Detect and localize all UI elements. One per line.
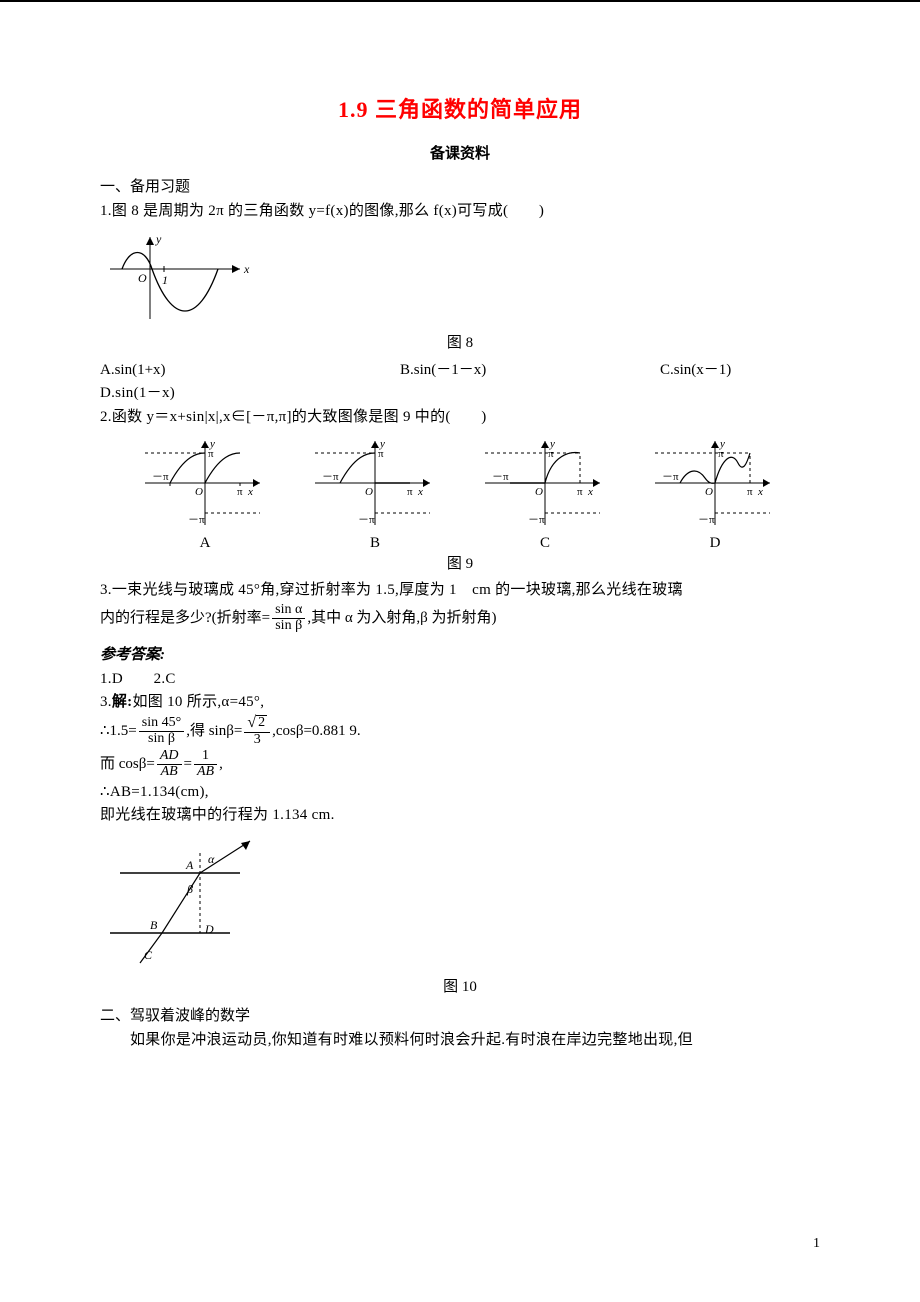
svg-text:π: π — [548, 448, 554, 460]
answer-heading: 参考答案: — [100, 643, 820, 664]
doc-subtitle: 备课资料 — [100, 142, 820, 163]
step-3: ∴AB=1.134(cm), — [100, 781, 820, 804]
svg-text:α: α — [208, 852, 215, 866]
figure-9-row: y π －π －π π x O A y π — [100, 433, 820, 552]
step1-frac2-num: √2 — [244, 715, 270, 733]
option-1d: D.sin(1－x) — [100, 382, 820, 405]
graph-d: y π －π －π π x O D — [650, 433, 780, 552]
svg-text:x: x — [587, 486, 593, 498]
graph-d-label: D — [710, 535, 721, 552]
step2-f2-den: AB — [194, 765, 217, 780]
question-1-options-row-1: A.sin(1+x) B.sin(－1－x) C.sin(x－1) — [100, 358, 820, 382]
graph-c: y π －π －π π x O C — [480, 433, 610, 552]
answer-3-head: 3.解:如图 10 所示,α=45°, — [100, 691, 820, 714]
paragraph-text: 如果你是冲浪运动员,你知道有时难以预料何时浪会升起.有时浪在岸边完整地出现,但 — [100, 1029, 820, 1052]
option-1a: A.sin(1+x) — [100, 358, 400, 382]
svg-text:－π: －π — [322, 471, 339, 483]
section-2-heading: 二、驾驭着波峰的数学 — [100, 1004, 820, 1025]
step1-frac-num: sin 45° — [139, 716, 184, 732]
svg-text:x: x — [757, 486, 763, 498]
q3-post: ,其中 α 为入射角,β 为折射角) — [307, 602, 496, 635]
step1-frac: sin 45° sin β — [139, 716, 184, 746]
step2-f1-num: AD — [157, 749, 182, 765]
svg-text:π: π — [378, 448, 384, 460]
step1-frac2: √2 3 — [244, 715, 270, 747]
frac-num: sin α — [272, 603, 305, 619]
svg-text:O: O — [535, 486, 543, 498]
svg-text:π: π — [208, 448, 214, 460]
svg-text:－π: －π — [662, 471, 679, 483]
svg-text:π: π — [237, 486, 243, 498]
doc-title: 1.9 三角函数的简单应用 — [100, 92, 820, 124]
question-2-text: 2.函数 y＝x+sin|x|,x∈[－π,π]的大致图像是图 9 中的( ) — [100, 406, 820, 429]
svg-text:π: π — [577, 486, 583, 498]
option-1c: C.sin(x－1) — [660, 358, 820, 382]
fig8-tick-1: 1 — [162, 273, 168, 287]
figure-9-label: 图 9 — [100, 552, 820, 573]
figure-8-label: 图 8 — [100, 331, 820, 352]
step-2: 而 cosβ= AD AB = 1 AB , — [100, 748, 820, 781]
step2-eq: = — [184, 748, 192, 781]
step2-pre: 而 cosβ= — [100, 748, 155, 781]
graph-b-label: B — [370, 535, 380, 552]
svg-text:O: O — [195, 486, 203, 498]
fig8-x-label: x — [243, 262, 250, 276]
figure-10-label: 图 10 — [100, 975, 820, 996]
figure-10: A α β B D C — [100, 833, 820, 973]
option-1b: B.sin(－1－x) — [400, 358, 660, 382]
svg-text:C: C — [144, 948, 153, 962]
svg-text:B: B — [150, 918, 158, 932]
fig8-y-label: y — [155, 232, 162, 246]
step2-frac2: 1 AB — [194, 749, 217, 779]
q3-pre: 内的行程是多少?(折射率= — [100, 602, 270, 635]
step1-post: ,cosβ=0.881 9. — [272, 715, 361, 748]
svg-text:β: β — [186, 882, 193, 896]
svg-text:－π: －π — [358, 514, 375, 526]
graph-c-label: C — [540, 535, 550, 552]
svg-text:π: π — [407, 486, 413, 498]
svg-text:－π: －π — [698, 514, 715, 526]
svg-text:D: D — [204, 922, 214, 936]
svg-text:x: x — [247, 486, 253, 498]
step1-frac2-den: 3 — [244, 733, 270, 748]
question-3-line-2: 内的行程是多少?(折射率= sin α sin β ,其中 α 为入射角,β 为… — [100, 602, 820, 635]
page-number: 1 — [813, 1236, 820, 1252]
question-1-text: 1.图 8 是周期为 2π 的三角函数 y=f(x)的图像,那么 f(x)可写成… — [100, 200, 820, 223]
section-1-heading: 一、备用习题 — [100, 175, 820, 196]
step1-pre: ∴1.5= — [100, 715, 137, 748]
step2-post: , — [219, 748, 223, 781]
step-1: ∴1.5= sin 45° sin β ,得 sinβ= √2 3 ,cosβ=… — [100, 715, 820, 748]
step2-f2-num: 1 — [194, 749, 217, 765]
answer-1-2: 1.D 2.C — [100, 668, 820, 691]
svg-text:x: x — [417, 486, 423, 498]
svg-text:O: O — [365, 486, 373, 498]
frac-den: sin β — [272, 619, 305, 634]
step1-mid: ,得 sinβ= — [186, 715, 242, 748]
svg-text:－π: －π — [528, 514, 545, 526]
svg-text:π: π — [747, 486, 753, 498]
step1-frac-den: sin β — [139, 732, 184, 747]
svg-text:O: O — [705, 486, 713, 498]
step2-frac1: AD AB — [157, 749, 182, 779]
graph-a: y π －π －π π x O A — [140, 433, 270, 552]
fig8-o-label: O — [138, 271, 147, 285]
refraction-fraction: sin α sin β — [272, 603, 305, 633]
question-3-line-1: 3.一束光线与玻璃成 45°角,穿过折射率为 1.5,厚度为 1 cm 的一块玻… — [100, 579, 820, 602]
svg-text:A: A — [185, 858, 194, 872]
graph-b: y π －π －π π x O B — [310, 433, 440, 552]
graph-a-label: A — [200, 535, 211, 552]
step2-f1-den: AB — [157, 765, 182, 780]
svg-text:－π: －π — [152, 471, 169, 483]
svg-text:－π: －π — [188, 514, 205, 526]
figure-8: 1 y x O — [100, 229, 820, 329]
svg-text:－π: －π — [492, 471, 509, 483]
svg-text:π: π — [718, 448, 724, 460]
step-4: 即光线在玻璃中的行程为 1.134 cm. — [100, 804, 820, 827]
